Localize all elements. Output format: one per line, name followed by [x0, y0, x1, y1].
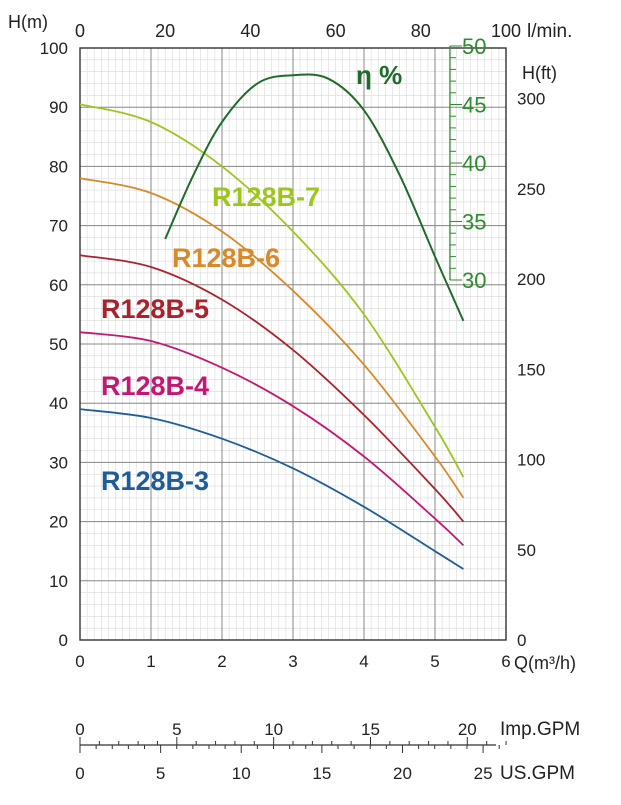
- series-label-r128b-3: R128B-3: [101, 466, 209, 496]
- series-label-r128b-7: R128B-7: [212, 182, 320, 212]
- ft-tick-label: 200: [517, 270, 545, 289]
- curve-r128b-6: [79, 177, 465, 499]
- ft-tick-label: 300: [517, 90, 545, 109]
- top-tick-label: 0: [75, 21, 85, 41]
- efficiency-tick-label: 35: [462, 210, 486, 235]
- imp-gpm-tick-label: 15: [361, 720, 380, 739]
- ft-tick-label: 0: [517, 631, 526, 650]
- x-tick-label: 6: [501, 652, 510, 671]
- y-tick-label: 0: [59, 631, 68, 650]
- us-gpm-tick-label: 25: [474, 764, 493, 783]
- curve-r128b-3: [79, 408, 464, 570]
- y-tick-label: 30: [49, 453, 68, 472]
- x-top-axis-label: l/min.: [527, 21, 572, 42]
- y-tick-label: 90: [49, 98, 68, 117]
- ft-tick-label: 50: [517, 541, 536, 560]
- top-tick-label: 40: [240, 21, 260, 41]
- series-label-r128b-6: R128B-6: [172, 243, 280, 273]
- y-tick-label: 20: [49, 513, 68, 532]
- y-tick-label: 60: [49, 276, 68, 295]
- curve-r128b-5: [79, 254, 465, 523]
- imp-gpm-label: Imp.GPM: [500, 719, 580, 740]
- series-layer: [79, 73, 465, 570]
- y-tick-label: 50: [49, 335, 68, 354]
- efficiency-tick-label: 40: [462, 151, 486, 176]
- x-tick-label: 3: [288, 652, 297, 671]
- y-axis-label-left: H(m): [8, 12, 48, 32]
- us-gpm-tick-label: 5: [156, 764, 165, 783]
- us-gpm-tick-label: 20: [393, 764, 412, 783]
- efficiency-tick-label: 45: [462, 93, 486, 118]
- y-tick-label: 80: [49, 157, 68, 176]
- x-tick-label: 5: [430, 652, 439, 671]
- curve-r128b-7: [79, 103, 465, 478]
- top-tick-label: 60: [326, 21, 346, 41]
- series-label-r128b-5: R128B-5: [101, 294, 209, 324]
- imp-gpm-tick-label: 20: [458, 720, 477, 739]
- y-axis-label-right: H(ft): [522, 63, 557, 83]
- y-tick-label: 10: [49, 572, 68, 591]
- y-tick-label: 70: [49, 217, 68, 236]
- x-tick-label: 1: [146, 652, 155, 671]
- x-tick-label: 4: [359, 652, 368, 671]
- y-tick-label: 100: [40, 39, 68, 58]
- imp-gpm-tick-label: 10: [264, 720, 283, 739]
- efficiency-curve: [164, 73, 465, 322]
- efficiency-tick-label: 50: [462, 34, 486, 59]
- us-gpm-label: US.GPM: [500, 763, 575, 784]
- curve-r128b-4: [79, 331, 465, 546]
- ft-tick-label: 150: [517, 360, 545, 379]
- series-label-r128b-4: R128B-4: [101, 371, 209, 401]
- labels: R128B-7 R128B-6 R128B-5 R128B-4 R128B-3: [101, 182, 320, 496]
- us-gpm-tick-label: 15: [312, 764, 331, 783]
- imp-gpm-tick-label: 5: [172, 720, 181, 739]
- x-axis-label: Q(m³/h): [514, 653, 576, 673]
- efficiency-tick-label: 30: [462, 268, 486, 293]
- us-gpm-tick-label: 10: [232, 764, 251, 783]
- x-tick-label: 0: [75, 652, 84, 671]
- x-tick-label: 2: [217, 652, 226, 671]
- top-tick-label: 80: [411, 21, 431, 41]
- imp-gpm-tick-label: 0: [75, 720, 84, 739]
- y-tick-label: 40: [49, 394, 68, 413]
- ft-tick-label: 250: [517, 180, 545, 199]
- efficiency-label: η %: [356, 60, 402, 90]
- ft-tick-label: 100: [517, 451, 545, 470]
- plot-frame: [79, 47, 507, 641]
- top-tick-label: 100: [491, 21, 521, 41]
- top-tick-label: 20: [155, 21, 175, 41]
- grid: [79, 47, 507, 641]
- us-gpm-tick-label: 0: [75, 764, 84, 783]
